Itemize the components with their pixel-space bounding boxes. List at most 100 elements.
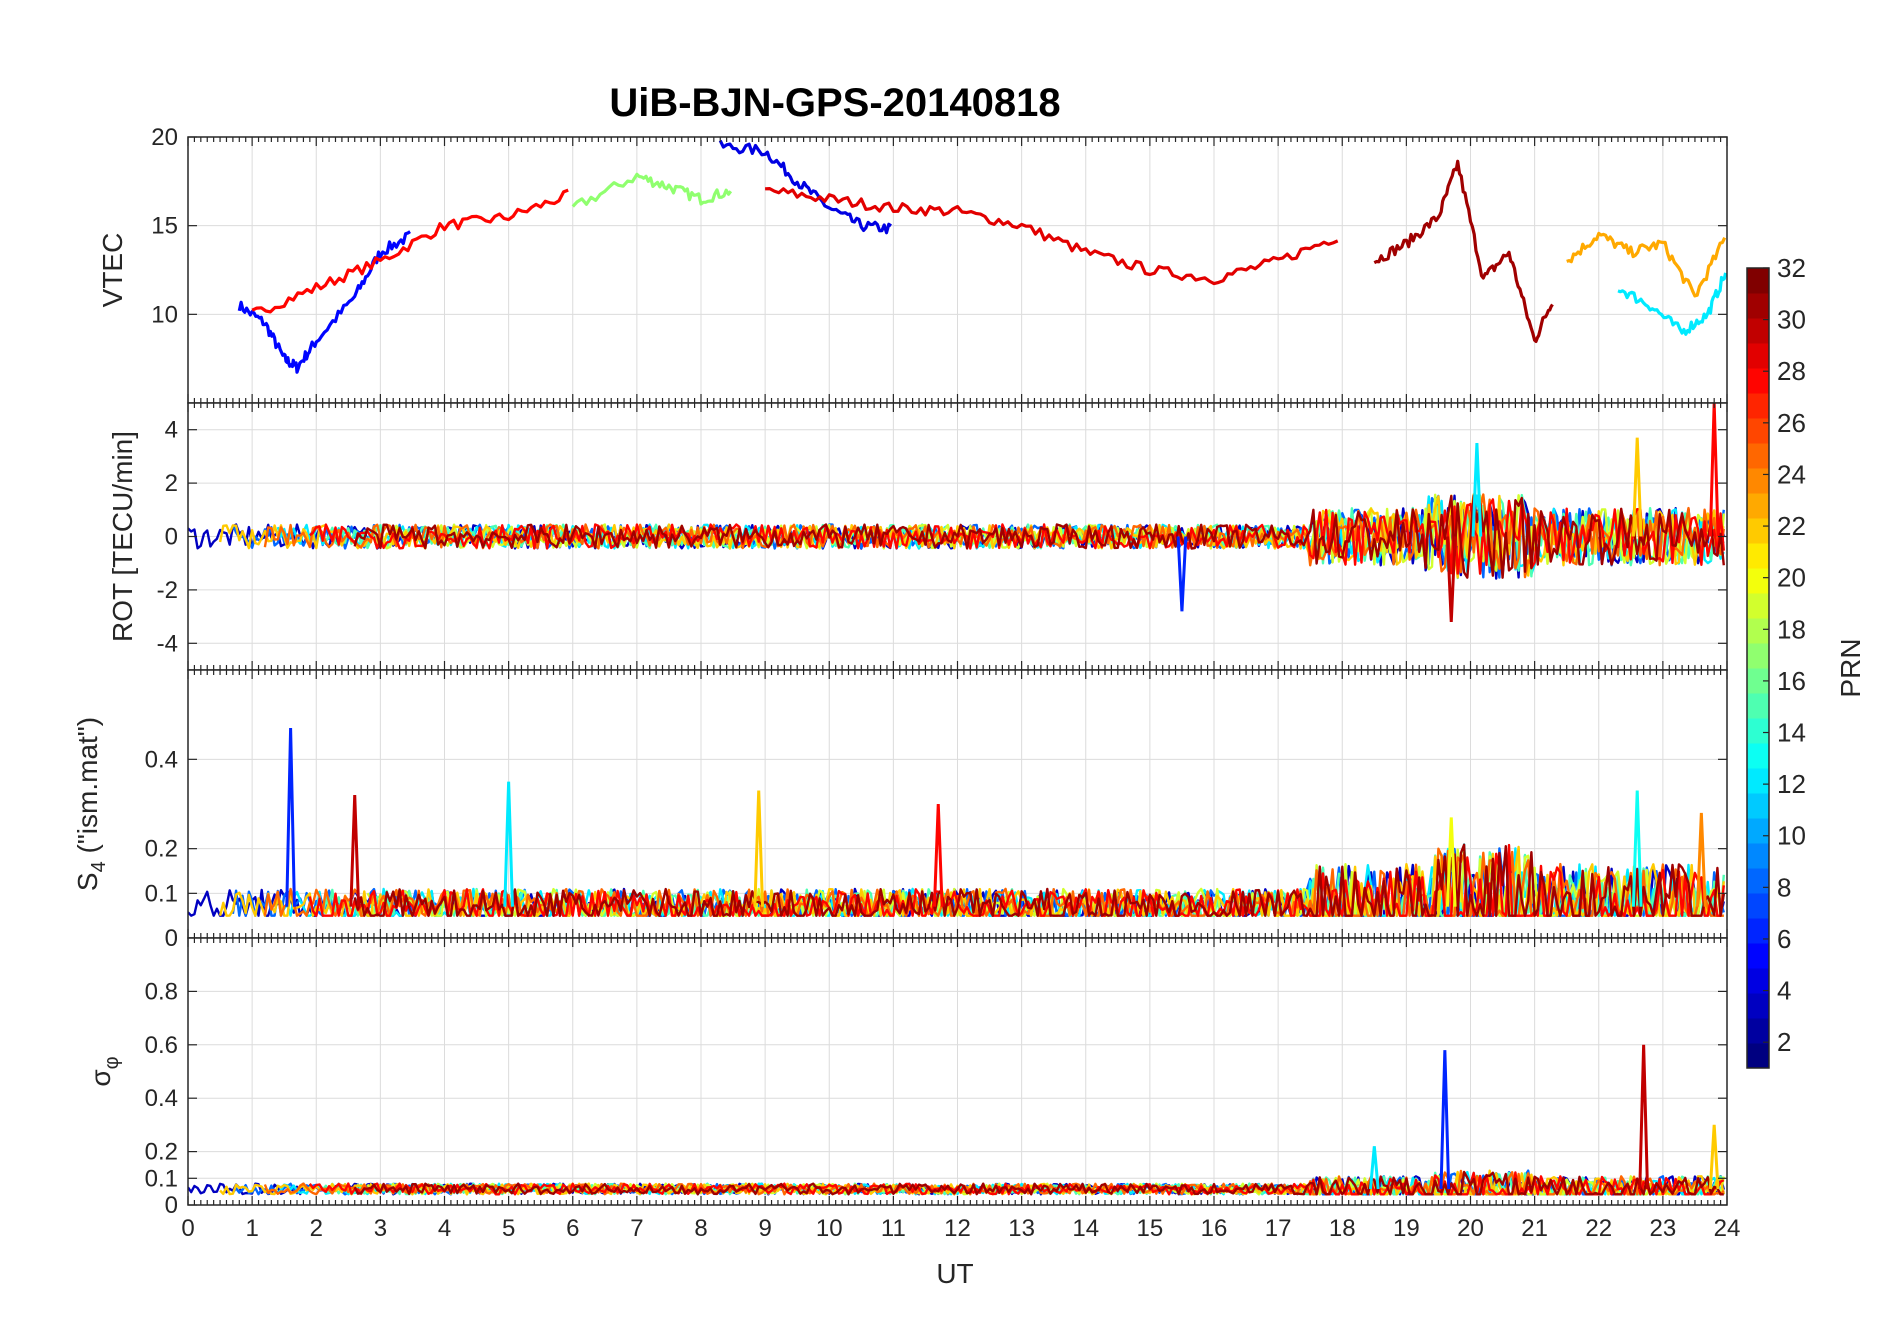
panel-sigma-ylabel: σφ xyxy=(85,1056,123,1086)
panel-sigma-ytick-0.1: 0.1 xyxy=(145,1165,178,1192)
colorbar-band-26 xyxy=(1747,418,1769,444)
colorbar-tick-10: 10 xyxy=(1777,821,1806,851)
s4-peak-6 xyxy=(1631,790,1643,907)
colorbar-band-5 xyxy=(1747,943,1769,969)
colorbar-tick-2: 2 xyxy=(1777,1027,1791,1057)
rot-peak-1 xyxy=(1445,536,1457,623)
colorbar-tick-14: 14 xyxy=(1777,718,1806,748)
colorbar-band-20 xyxy=(1747,568,1769,594)
panel-sigma-ytick-0: 0 xyxy=(165,1192,178,1219)
panel-sigma: 00.10.2 0.4 0.6 0.8 σφ xyxy=(85,937,1728,1219)
xtick-4: 4 xyxy=(438,1215,451,1242)
xtick-24: 24 xyxy=(1714,1215,1741,1242)
sigma-peak-2 xyxy=(1368,1146,1380,1190)
colorbar-band-18 xyxy=(1747,618,1769,644)
sigma-peak-1 xyxy=(1638,1044,1649,1190)
s4-peak-2 xyxy=(503,781,514,907)
vtec-track-prn-29 xyxy=(765,187,1339,286)
xtick-23: 23 xyxy=(1650,1215,1677,1242)
colorbar-tick-12: 12 xyxy=(1777,769,1806,799)
colorbar-band-15 xyxy=(1747,693,1769,719)
xtick-10: 10 xyxy=(816,1215,843,1242)
colorbar-tick-22: 22 xyxy=(1777,511,1806,541)
panel-s4-ytick-0.2: 0.2 xyxy=(145,836,178,863)
colorbar-tick-18: 18 xyxy=(1777,614,1806,644)
colorbar-band-32 xyxy=(1747,268,1769,294)
panel-rot-ytick-0: 0 xyxy=(165,524,178,551)
xtick-14: 14 xyxy=(1072,1215,1099,1242)
colorbar-frame xyxy=(1746,267,1770,1069)
sigma-trace-prn-31 xyxy=(353,1170,1724,1196)
panel-rot-ytick--2: -2 xyxy=(157,577,178,604)
colorbar-band-13 xyxy=(1747,743,1769,769)
colorbar-band-8 xyxy=(1747,868,1769,894)
xtick-1: 1 xyxy=(245,1215,258,1242)
colorbar-band-22 xyxy=(1747,518,1769,544)
xtick-16: 16 xyxy=(1201,1215,1228,1242)
xtick-18: 18 xyxy=(1329,1215,1356,1242)
xtick-17: 17 xyxy=(1265,1215,1292,1242)
colorbar-band-4 xyxy=(1747,968,1769,994)
s4-peak-4 xyxy=(932,803,944,907)
colorbar-tick-6: 6 xyxy=(1777,924,1791,954)
s4-peak-1 xyxy=(349,795,361,907)
xtick-12: 12 xyxy=(944,1215,971,1242)
panel-vtec-ylabel: VTEC xyxy=(97,233,128,308)
panel-rot-data xyxy=(188,403,1725,623)
panel-sigma-ytick-0.6: 0.6 xyxy=(145,1032,178,1059)
vtec-track-prn-4 xyxy=(718,139,892,235)
vtec-track-prn-17 xyxy=(571,172,733,208)
colorbar-band-17 xyxy=(1747,643,1769,669)
colorbar-band-7 xyxy=(1747,893,1769,919)
panel-s4-data xyxy=(188,728,1725,917)
xtick-7: 7 xyxy=(630,1215,643,1242)
rot-peak-0 xyxy=(1176,536,1188,612)
vtec-track-prn-12 xyxy=(1617,272,1727,336)
xtick-9: 9 xyxy=(758,1215,771,1242)
rot-peak-3 xyxy=(1631,437,1643,537)
colorbar-band-14 xyxy=(1747,718,1769,744)
panel-rot: -4 -2 0 2 4 ROT [TECU/min] xyxy=(107,402,1728,671)
x-axis: 0 1 2 3 4 5 6 7 8 9 10 11 12 13 14 15 16 17 18 19 20 21 22 23 24 xyxy=(181,1215,1740,1242)
colorbar-band-25 xyxy=(1747,443,1769,469)
colorbar-band-12 xyxy=(1747,768,1769,794)
xtick-6: 6 xyxy=(566,1215,579,1242)
colorbar-band-31 xyxy=(1747,293,1769,319)
panel-sigma-ytick-0.8: 0.8 xyxy=(145,978,178,1005)
xtick-5: 5 xyxy=(502,1215,515,1242)
xtick-2: 2 xyxy=(310,1215,323,1242)
s4-peak-0 xyxy=(285,728,296,907)
xtick-15: 15 xyxy=(1137,1215,1164,1242)
xtick-20: 20 xyxy=(1457,1215,1484,1242)
colorbar-band-3 xyxy=(1747,993,1769,1019)
panel-s4-ytick-0.4: 0.4 xyxy=(145,746,178,773)
colorbar-tick-16: 16 xyxy=(1777,666,1806,696)
colorbar-tick-20: 20 xyxy=(1777,563,1806,593)
rot-peak-4 xyxy=(1708,403,1720,537)
colorbar-tick-32: 32 xyxy=(1777,253,1806,283)
colorbar-tick-8: 8 xyxy=(1777,872,1791,902)
colorbar-band-27 xyxy=(1747,393,1769,419)
vtec-track-prn-23 xyxy=(1566,231,1727,298)
sigma-peak-0 xyxy=(1439,1050,1451,1190)
colorbar-band-29 xyxy=(1747,343,1769,369)
colorbar-label: PRN xyxy=(1835,638,1866,697)
panel-vtec-ytick-15: 15 xyxy=(151,213,178,240)
colorbar-band-21 xyxy=(1747,543,1769,569)
chart-title: UiB-BJN-GPS-20140818 xyxy=(609,81,1060,125)
panel-sigma-ytick-0.2: 0.2 xyxy=(145,1139,178,1166)
xtick-13: 13 xyxy=(1008,1215,1035,1242)
xtick-11: 11 xyxy=(881,1215,906,1242)
panel-s4-ylabel: S4 ("ism.mat") xyxy=(72,717,110,891)
colorbar-band-19 xyxy=(1747,593,1769,619)
sigma-trace-prn-28 xyxy=(308,1171,1725,1196)
rot-peak-2 xyxy=(1471,442,1483,537)
panel-rot-ytick-2: 2 xyxy=(165,470,178,497)
colorbar-tick-28: 28 xyxy=(1777,356,1806,386)
colorbar-tick-30: 30 xyxy=(1777,305,1806,335)
s4-peak-3 xyxy=(753,790,765,907)
colorbar-band-10 xyxy=(1747,818,1769,844)
